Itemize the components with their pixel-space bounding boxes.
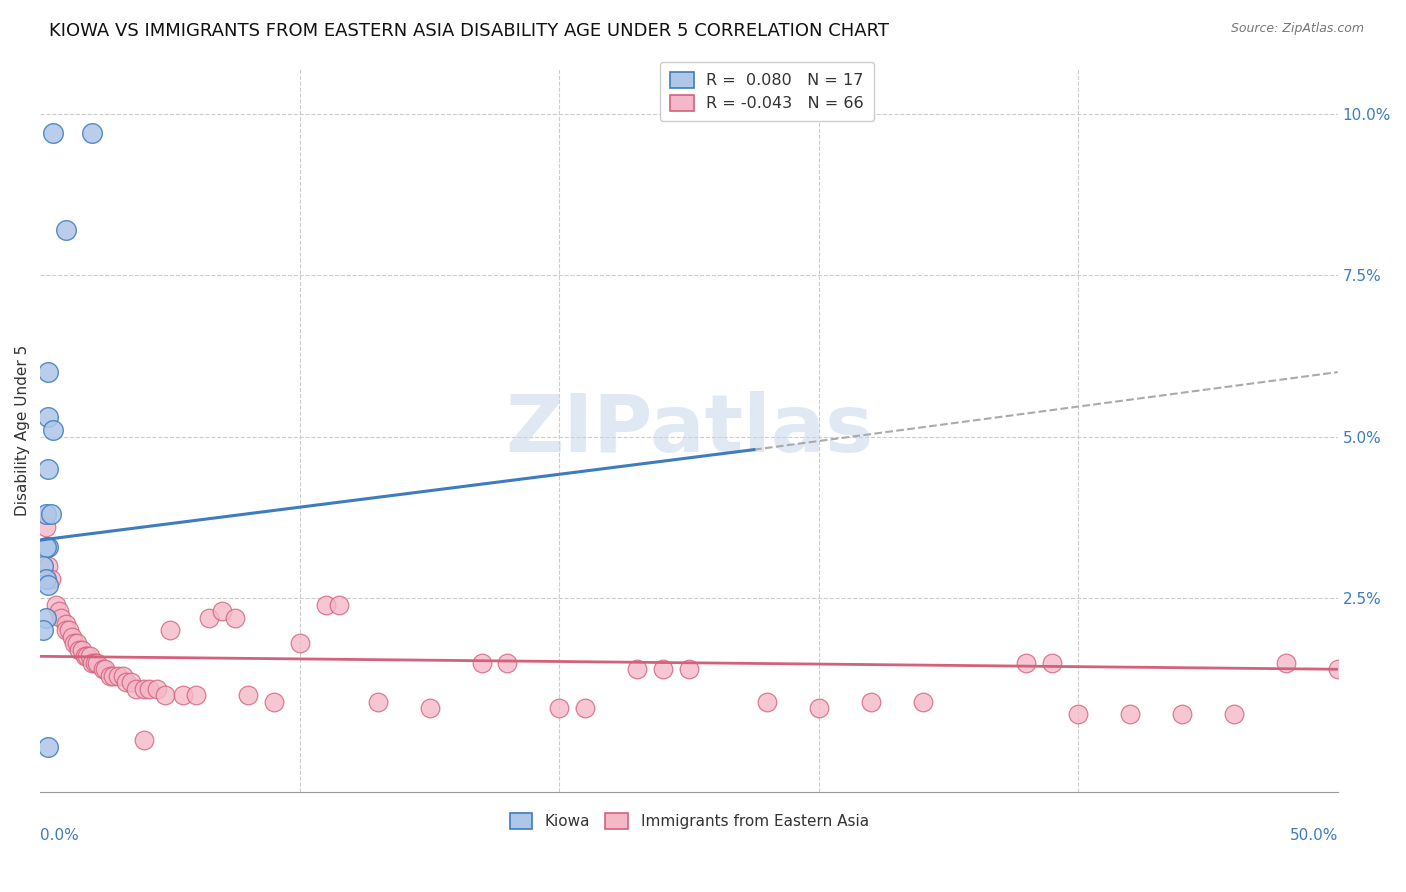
Point <box>37 365 59 379</box>
Point <box>263 694 285 708</box>
Point <box>34 572 56 586</box>
Point <box>1067 707 1090 722</box>
Text: 50.0%: 50.0% <box>1289 828 1337 843</box>
Point <box>66 636 89 650</box>
Point <box>153 688 176 702</box>
Point <box>548 701 571 715</box>
Point <box>236 688 259 702</box>
Point <box>159 624 181 638</box>
Point <box>76 649 98 664</box>
Point <box>807 701 830 715</box>
Point <box>115 675 138 690</box>
Point <box>184 688 207 702</box>
Point <box>626 662 648 676</box>
Point <box>1171 707 1194 722</box>
Point <box>134 733 156 747</box>
Point <box>496 656 519 670</box>
Point <box>48 604 70 618</box>
Text: KIOWA VS IMMIGRANTS FROM EASTERN ASIA DISABILITY AGE UNDER 5 CORRELATION CHART: KIOWA VS IMMIGRANTS FROM EASTERN ASIA DI… <box>49 22 889 40</box>
Point <box>1275 656 1298 670</box>
Point <box>32 558 55 573</box>
Point <box>37 540 59 554</box>
Point <box>755 694 778 708</box>
Point <box>39 572 62 586</box>
Point <box>39 507 62 521</box>
Point <box>73 649 96 664</box>
Point <box>84 656 107 670</box>
Point <box>678 662 700 676</box>
Point <box>574 701 596 715</box>
Point <box>70 643 93 657</box>
Point <box>82 126 104 140</box>
Point <box>288 636 311 650</box>
Point <box>859 694 882 708</box>
Point <box>112 669 135 683</box>
Point <box>51 610 73 624</box>
Point <box>55 624 77 638</box>
Point <box>79 649 101 664</box>
Point <box>91 662 114 676</box>
Point <box>63 636 86 650</box>
Point <box>37 739 59 754</box>
Point <box>211 604 233 618</box>
Point <box>198 610 221 624</box>
Text: ZIPatlas: ZIPatlas <box>505 392 873 469</box>
Point <box>470 656 492 670</box>
Point <box>42 423 65 437</box>
Point <box>42 126 65 140</box>
Point <box>34 540 56 554</box>
Point <box>58 624 80 638</box>
Point <box>328 598 350 612</box>
Point <box>55 617 77 632</box>
Point <box>67 643 90 657</box>
Point <box>1040 656 1063 670</box>
Point <box>125 681 148 696</box>
Point <box>55 223 77 237</box>
Point <box>34 520 56 534</box>
Text: 0.0%: 0.0% <box>41 828 79 843</box>
Point <box>37 462 59 476</box>
Point <box>652 662 675 676</box>
Point <box>34 610 56 624</box>
Y-axis label: Disability Age Under 5: Disability Age Under 5 <box>15 344 30 516</box>
Point <box>224 610 246 624</box>
Point <box>172 688 194 702</box>
Point <box>32 624 55 638</box>
Point <box>100 669 122 683</box>
Point <box>86 656 108 670</box>
Point <box>101 669 124 683</box>
Point <box>1326 662 1348 676</box>
Point <box>1119 707 1142 722</box>
Legend: Kiowa, Immigrants from Eastern Asia: Kiowa, Immigrants from Eastern Asia <box>503 806 875 835</box>
Point <box>60 630 83 644</box>
Point <box>138 681 160 696</box>
Point <box>45 598 67 612</box>
Point <box>911 694 934 708</box>
Point <box>419 701 441 715</box>
Point <box>1015 656 1038 670</box>
Point <box>37 558 59 573</box>
Point <box>94 662 117 676</box>
Point <box>134 681 156 696</box>
Point <box>146 681 169 696</box>
Text: Source: ZipAtlas.com: Source: ZipAtlas.com <box>1230 22 1364 36</box>
Point <box>82 656 104 670</box>
Point <box>37 578 59 592</box>
Point <box>367 694 389 708</box>
Point <box>107 669 129 683</box>
Point <box>120 675 142 690</box>
Point <box>34 507 56 521</box>
Point <box>1223 707 1246 722</box>
Point <box>37 410 59 425</box>
Point <box>315 598 337 612</box>
